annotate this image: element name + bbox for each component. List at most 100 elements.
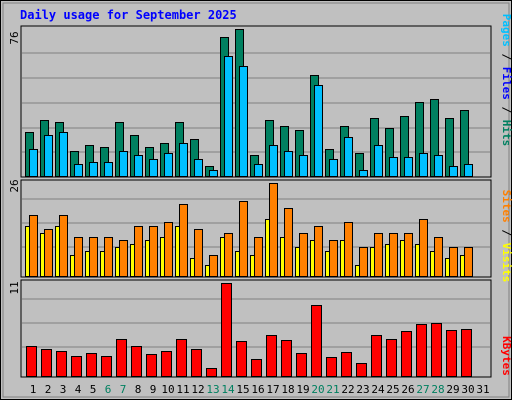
bar-sites-day-14 [224,233,233,277]
bar-files-day-21 [329,159,338,177]
bar-files-day-1 [29,149,38,177]
bar-files-day-5 [89,162,98,177]
bar-kbytes-day-1 [26,346,37,377]
bar-kbytes-day-20 [311,305,322,377]
bar-kbytes-day-13 [206,368,217,377]
legend-part-0-2: Files [500,67,512,100]
day-label-6: 6 [105,383,112,396]
bar-kbytes-day-16 [251,359,262,377]
bar-sites-day-22 [344,222,353,277]
bar-sites-day-1 [29,215,38,277]
bar-kbytes-day-29 [446,330,457,377]
day-label-20: 20 [311,383,324,396]
day-label-2: 2 [45,383,52,396]
bar-sites-day-17 [269,183,278,277]
bar-kbytes-day-22 [341,352,352,377]
bar-sites-day-5 [89,237,98,277]
day-label-31: 31 [476,383,489,396]
bar-files-day-9 [149,159,158,177]
bar-sites-day-15 [239,201,248,277]
bar-kbytes-day-18 [281,340,292,377]
day-label-3: 3 [60,383,67,396]
bar-files-day-24 [374,145,383,177]
bar-files-day-30 [464,164,473,177]
bar-files-day-6 [104,162,113,177]
day-label-24: 24 [371,383,385,396]
bar-kbytes-day-4 [71,356,82,377]
bar-files-day-7 [119,151,128,177]
panel-visits-legend: Sites / Visits [500,190,512,283]
bar-sites-day-21 [329,240,338,277]
bar-files-day-14 [224,56,233,177]
bar-files-day-13 [209,170,218,177]
bar-sites-day-29 [449,247,458,277]
bar-kbytes-day-30 [461,329,472,377]
bar-sites-day-4 [74,237,83,277]
bar-kbytes-day-25 [386,339,397,377]
day-label-7: 7 [120,383,127,396]
bar-kbytes-day-26 [401,331,412,377]
day-label-28: 28 [431,383,444,396]
day-label-22: 22 [341,383,354,396]
day-label-21: 21 [326,383,339,396]
bar-files-day-3 [59,132,68,177]
bar-sites-day-18 [284,208,293,277]
day-label-15: 15 [236,383,249,396]
bar-kbytes-day-19 [296,353,307,377]
panel-hits-ymax: 76 [8,31,21,44]
bar-sites-day-9 [149,226,158,277]
legend-part-0-1: / [500,47,512,67]
bar-sites-day-2 [44,229,53,277]
bar-files-day-17 [269,145,278,177]
bar-kbytes-day-23 [356,363,367,377]
bar-sites-day-23 [359,247,368,277]
bar-sites-day-19 [299,233,308,277]
day-label-19: 19 [296,383,309,396]
bar-sites-day-10 [164,222,173,277]
bar-files-day-23 [359,170,368,177]
bar-kbytes-day-12 [191,349,202,377]
bar-kbytes-day-7 [116,339,127,377]
bar-sites-day-13 [209,255,218,277]
bar-files-day-16 [254,164,263,177]
day-label-13: 13 [206,383,219,396]
panel-visits-ymax: 26 [8,179,21,192]
panel-kbytes-ymax: 11 [8,281,21,294]
legend-part-1-0: Sites [500,190,512,223]
bar-kbytes-day-6 [101,356,112,377]
bar-kbytes-day-14 [221,283,232,377]
bar-kbytes-day-27 [416,324,427,377]
day-label-12: 12 [191,383,204,396]
bar-sites-day-6 [104,237,113,277]
legend-part-0-0: Pages [500,14,512,47]
day-label-9: 9 [150,383,157,396]
day-label-4: 4 [75,383,82,396]
day-label-29: 29 [446,383,459,396]
day-label-16: 16 [251,383,264,396]
bar-files-day-19 [299,155,308,177]
bar-files-day-10 [164,153,173,177]
bar-sites-day-27 [419,219,428,277]
day-label-18: 18 [281,383,294,396]
bar-kbytes-day-21 [326,357,337,377]
bar-sites-day-30 [464,247,473,277]
legend-part-0-4: Hits [500,120,512,147]
bar-kbytes-day-5 [86,353,97,377]
day-label-11: 11 [176,383,189,396]
day-label-25: 25 [386,383,399,396]
bar-kbytes-day-2 [41,349,52,377]
bar-files-day-29 [449,166,458,177]
bar-sites-day-7 [119,240,128,277]
bar-kbytes-day-3 [56,351,67,377]
bar-sites-day-28 [434,237,443,277]
bar-kbytes-day-8 [131,346,142,377]
bar-sites-day-12 [194,229,203,277]
day-label-10: 10 [161,383,174,396]
panel-kbytes-legend: KBytes [500,336,512,376]
day-label-17: 17 [266,383,279,396]
chart-title: Daily usage for September 2025 [20,8,237,22]
bar-files-day-25 [389,157,398,177]
day-label-8: 8 [135,383,142,396]
